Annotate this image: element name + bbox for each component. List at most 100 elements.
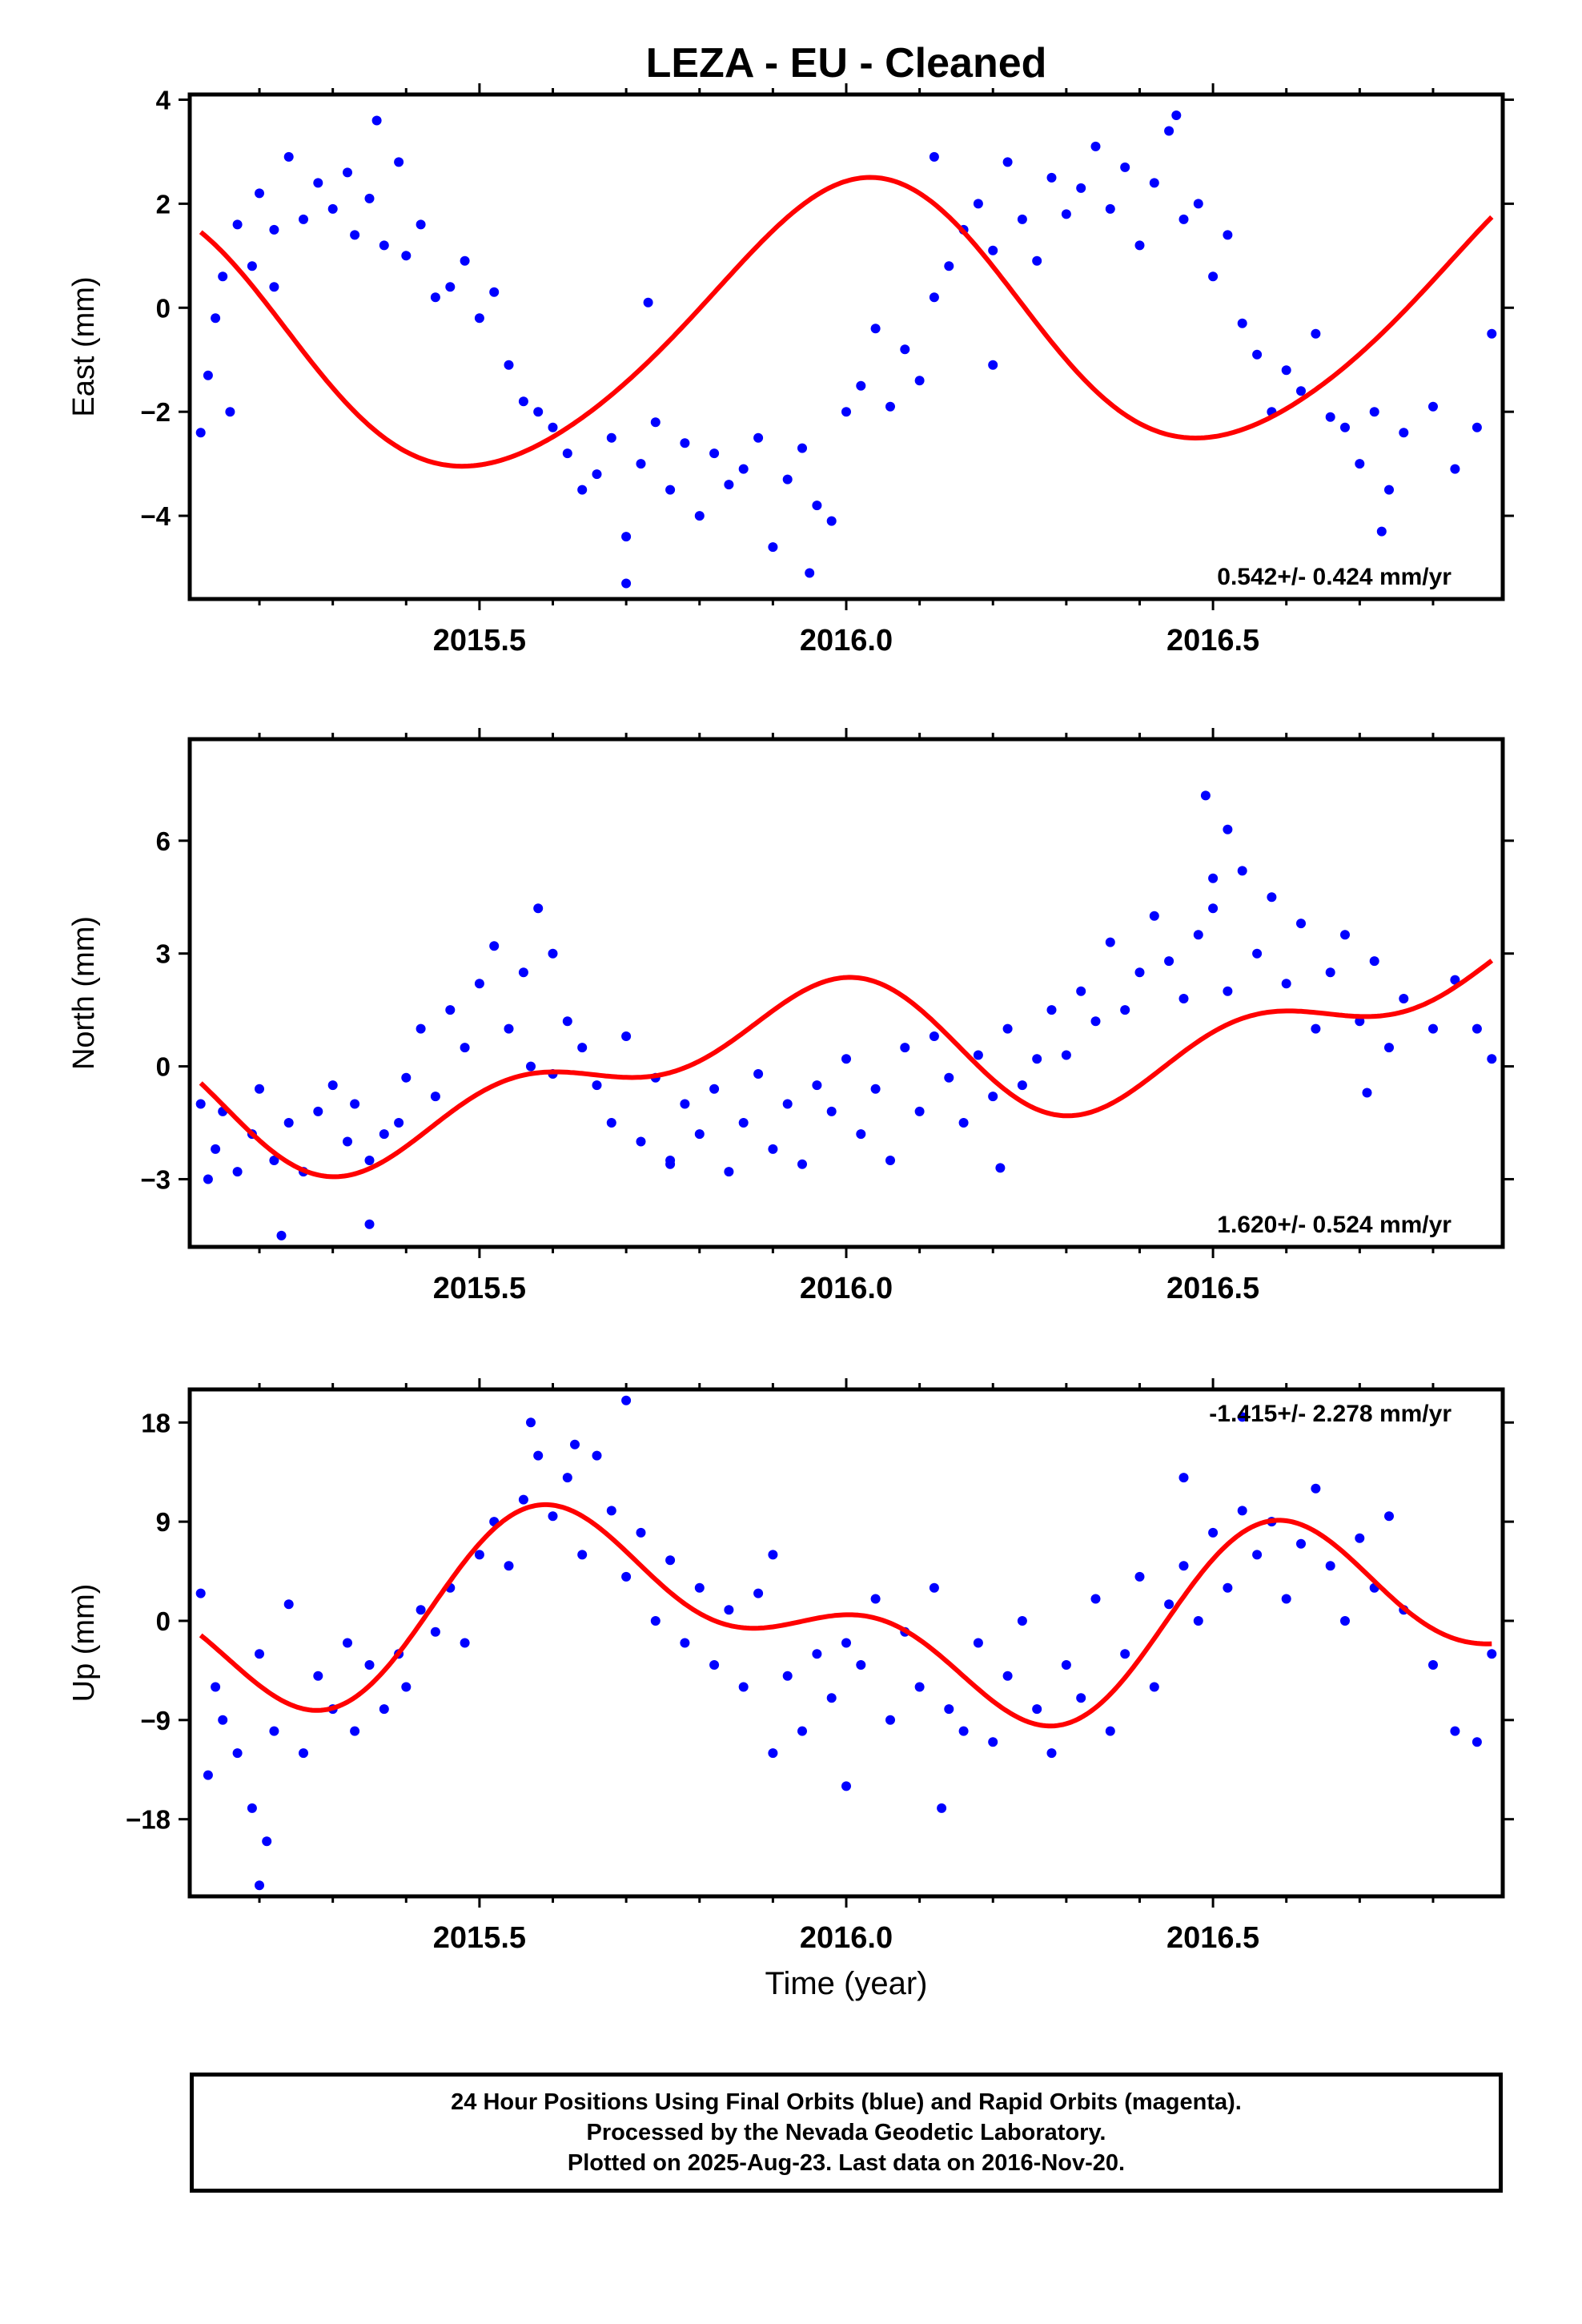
panel-east: −4 −2 0 2 4 2015.5 2016.0 2016.5 East (mm) 0.542+… xyxy=(67,40,1514,657)
data-point xyxy=(592,1080,602,1090)
y-tick-label: 9 xyxy=(156,1507,171,1537)
data-point xyxy=(1003,1024,1013,1034)
data-point xyxy=(1018,215,1027,224)
data-point xyxy=(211,1144,220,1154)
data-point xyxy=(995,1163,1005,1172)
data-point xyxy=(724,480,733,489)
y-tick-label: −2 xyxy=(140,397,171,427)
x-tick-label: 2015.5 xyxy=(433,624,526,657)
data-point xyxy=(1076,987,1086,996)
data-point xyxy=(885,402,895,412)
x-tick-label: 2016.0 xyxy=(800,1272,893,1305)
data-point xyxy=(1487,329,1496,339)
data-point xyxy=(607,433,616,443)
data-point xyxy=(416,219,426,229)
data-point xyxy=(1282,365,1291,375)
data-point xyxy=(1223,987,1232,996)
data-point xyxy=(196,1589,206,1598)
data-point xyxy=(1164,127,1174,136)
data-point xyxy=(1194,930,1203,939)
y-tick-label: 6 xyxy=(156,826,171,856)
data-point xyxy=(1472,423,1482,432)
data-point xyxy=(827,1693,837,1703)
data-point xyxy=(299,215,308,224)
data-point xyxy=(365,1156,375,1165)
data-point xyxy=(621,1031,631,1041)
data-point xyxy=(783,1100,793,1109)
y-tick-label: 0 xyxy=(156,1052,171,1082)
data-point xyxy=(1062,1660,1071,1670)
footer-caption-box: 24 Hour Positions Using Final Orbits (bl… xyxy=(190,2073,1503,2193)
data-point xyxy=(1377,527,1387,537)
data-point xyxy=(247,1803,257,1813)
y-tick-label: 0 xyxy=(156,293,171,323)
data-point xyxy=(915,1683,925,1692)
y-axis-label: East (mm) xyxy=(67,276,101,416)
data-point xyxy=(753,1069,763,1079)
x-axis-label: Time (year) xyxy=(765,1966,928,2001)
data-point xyxy=(563,448,572,458)
data-point xyxy=(379,240,389,250)
data-point xyxy=(504,1561,514,1570)
data-point xyxy=(284,1599,294,1609)
data-point xyxy=(680,1638,689,1648)
rate-label: 1.620+/- 0.524 mm/yr xyxy=(1217,1212,1452,1238)
data-point xyxy=(1340,930,1350,939)
data-point xyxy=(739,464,749,474)
data-point xyxy=(269,225,279,235)
footer-line-3: Plotted on 2025-Aug-23. Last data on 201… xyxy=(568,2148,1125,2178)
y-tick-label: −4 xyxy=(140,501,171,531)
data-point xyxy=(1179,215,1189,224)
data-point xyxy=(607,1506,616,1515)
model-fit-line xyxy=(201,961,1492,1177)
data-point xyxy=(709,1084,719,1094)
data-point xyxy=(1018,1080,1027,1090)
data-point xyxy=(548,423,558,432)
data-point xyxy=(313,1671,323,1681)
data-point xyxy=(1164,956,1174,966)
data-point xyxy=(211,313,220,323)
data-point xyxy=(665,1555,675,1565)
data-point xyxy=(1311,1024,1320,1034)
data-point xyxy=(915,1107,925,1116)
data-point xyxy=(1223,825,1232,834)
data-point xyxy=(1326,412,1335,422)
footer-line-2: Processed by the Nevada Geodetic Laborat… xyxy=(587,2117,1106,2148)
data-point xyxy=(797,1160,807,1169)
data-point xyxy=(416,1024,426,1034)
data-point xyxy=(1003,157,1013,167)
data-point xyxy=(841,1781,851,1791)
data-point xyxy=(570,1440,580,1449)
data-point xyxy=(1223,230,1232,239)
data-point xyxy=(974,1051,983,1060)
data-point xyxy=(768,1748,777,1758)
data-point xyxy=(1135,240,1145,250)
data-point xyxy=(365,194,375,203)
data-point xyxy=(431,1627,440,1637)
data-point xyxy=(724,1605,733,1614)
data-point xyxy=(489,941,499,951)
data-point xyxy=(1032,1704,1042,1714)
data-point xyxy=(680,438,689,448)
data-point xyxy=(1179,1561,1189,1570)
data-point xyxy=(651,1616,661,1626)
data-point xyxy=(695,511,705,521)
data-point xyxy=(974,199,983,208)
data-point xyxy=(343,167,352,177)
data-point xyxy=(1238,1506,1247,1515)
panel-north: −30362015.5 2016.0 2016.5North (mm)1.620+/… xyxy=(67,728,1514,1305)
data-point xyxy=(636,1137,646,1147)
data-point xyxy=(827,1107,837,1116)
data-point xyxy=(1450,464,1460,474)
data-point xyxy=(526,1062,536,1072)
data-point xyxy=(218,1715,227,1725)
data-point xyxy=(519,967,528,977)
data-point xyxy=(739,1683,749,1692)
data-point xyxy=(1238,319,1247,328)
data-point xyxy=(343,1137,352,1147)
data-point xyxy=(284,152,294,162)
data-point xyxy=(1150,911,1159,921)
data-point xyxy=(1120,1005,1130,1015)
data-point xyxy=(871,1594,881,1604)
data-point xyxy=(724,1167,733,1176)
